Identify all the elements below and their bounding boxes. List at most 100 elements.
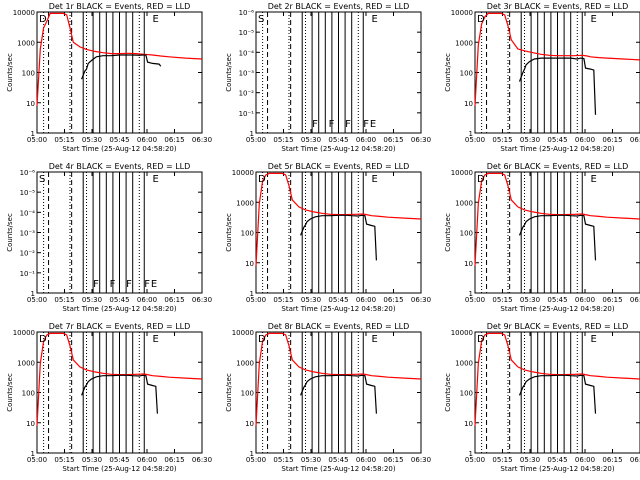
y-tick-label: 1: [31, 450, 35, 458]
panel-3: Det 3r BLACK = Events, RED = LLD 1 10 100 10…: [444, 2, 640, 153]
y-tick-label: 10⁻¹: [239, 110, 255, 118]
x-tick-label: 06:30: [411, 456, 431, 464]
x-tick-label: 06:30: [630, 456, 640, 464]
y-tick-label: 100: [22, 390, 35, 398]
panel-1: Det 1r BLACK = Events, RED = LLD 1 10 100 10…: [6, 2, 212, 153]
y-tick-label: 1: [31, 130, 35, 138]
panel-9: Det 9r BLACK = Events, RED = LLD 1 10 100 10…: [444, 322, 640, 473]
x-tick-label: 06:30: [192, 456, 212, 464]
x-tick-label: 05:30: [301, 456, 321, 464]
panel-5: Det 5r BLACK = Events, RED = LLD 1 10 100 10…: [225, 162, 431, 313]
x-tick-label: 05:30: [520, 456, 540, 464]
y-tick-label: 1: [250, 450, 254, 458]
y-tick-label: 10⁻⁴: [239, 49, 255, 57]
panel-2: Det 2r BLACK = Events, RED = LLD 1 10⁻¹ 10⁻…: [225, 2, 431, 153]
y-tick-label: 10000: [451, 169, 473, 177]
x-tick-label: 05:15: [54, 136, 74, 144]
x-tick-label: 06:00: [137, 136, 157, 144]
y-tick-label: 10000: [232, 169, 254, 177]
end-label: E: [372, 334, 378, 345]
x-tick-label: 06:15: [602, 136, 622, 144]
x-tick-label: 05:45: [328, 456, 348, 464]
y-tick-label: 100: [22, 70, 35, 78]
y-tick-label: 10: [26, 420, 35, 428]
y-tick-label: 10000: [451, 9, 473, 17]
corner-label: D: [258, 174, 266, 185]
corner-label: D: [477, 334, 485, 345]
y-tick-label: 1: [469, 290, 473, 298]
y-tick-label: 10⁻²: [239, 90, 255, 98]
x-tick-label: 06:15: [602, 456, 622, 464]
series-events-line: [300, 214, 377, 261]
end-label: E: [591, 174, 597, 185]
y-tick-label: 10⁻³: [239, 70, 255, 78]
x-tick-label: 06:30: [411, 136, 431, 144]
series-lld-line: [255, 172, 422, 266]
panel-title: Det 7r BLACK = Events, RED = LLD: [49, 322, 191, 331]
series-events-line: [518, 57, 597, 115]
corner-label: D: [477, 174, 485, 185]
x-axis-label: Start Time (25-Aug-12 04:58:20): [62, 465, 176, 473]
y-tick-label: 10⁻⁴: [20, 209, 36, 217]
y-tick-label: 100: [460, 70, 473, 78]
corner-label: D: [39, 14, 47, 25]
x-tick-label: 05:00: [246, 296, 266, 304]
y-tick-label: 1: [250, 130, 254, 138]
y-tick-label: 10: [464, 100, 473, 108]
end-label: E: [153, 334, 159, 345]
end-label: E: [591, 14, 597, 25]
panel-title: Det 6r BLACK = Events, RED = LLD: [487, 162, 629, 171]
series-events-line: [518, 214, 597, 261]
y-tick-label: 10: [464, 420, 473, 428]
x-axis-label: Start Time (25-Aug-12 04:58:20): [281, 465, 395, 473]
x-tick-label: 06:00: [575, 456, 595, 464]
corner-label: D: [477, 14, 485, 25]
x-tick-label: 05:45: [328, 136, 348, 144]
corner-label: S: [258, 14, 264, 25]
x-tick-label: 05:15: [54, 456, 74, 464]
corner-label: D: [39, 334, 47, 345]
panel-title: Det 4r BLACK = Events, RED = LLD: [49, 162, 191, 171]
y-tick-label: 1000: [17, 359, 35, 367]
x-tick-label: 06:00: [356, 136, 376, 144]
series-lld-line: [474, 12, 640, 106]
y-tick-label: 10⁻¹: [20, 270, 36, 278]
x-tick-label: 05:30: [301, 136, 321, 144]
x-axis-label: Start Time (25-Aug-12 04:58:20): [281, 305, 395, 313]
x-tick-label: 05:15: [273, 136, 293, 144]
panel-title: Det 3r BLACK = Events, RED = LLD: [487, 2, 629, 11]
end-label: E: [153, 14, 159, 25]
y-tick-label: 10⁻⁶: [239, 9, 255, 17]
x-tick-label: 05:00: [27, 456, 47, 464]
y-tick-label: 1: [31, 290, 35, 298]
flag-letter: F: [144, 279, 150, 290]
x-tick-label: 06:00: [137, 456, 157, 464]
y-tick-label: 1000: [455, 39, 473, 47]
flag-letter: F: [329, 119, 335, 130]
y-tick-label: 10: [26, 100, 35, 108]
x-tick-label: 05:15: [54, 296, 74, 304]
x-tick-label: 06:00: [575, 296, 595, 304]
end-flag-label: E: [151, 279, 157, 290]
x-tick-label: 06:30: [192, 296, 212, 304]
x-tick-label: 06:30: [411, 296, 431, 304]
series-events-line: [81, 54, 162, 80]
corner-label: S: [39, 174, 45, 185]
y-axis-label: Counts/sec: [444, 213, 452, 252]
y-axis-label: Counts/sec: [444, 53, 452, 92]
panel-title: Det 9r BLACK = Events, RED = LLD: [487, 322, 629, 331]
panel-title: Det 1r BLACK = Events, RED = LLD: [49, 2, 191, 11]
y-axis-label: Counts/sec: [6, 373, 14, 412]
y-tick-label: 100: [241, 390, 254, 398]
x-tick-label: 05:30: [82, 456, 102, 464]
end-label: E: [372, 174, 378, 185]
y-tick-label: 100: [241, 230, 254, 238]
x-axis-label: Start Time (25-Aug-12 04:58:20): [281, 145, 395, 153]
y-tick-label: 10⁻⁵: [239, 29, 255, 37]
x-tick-label: 06:15: [164, 296, 184, 304]
y-tick-label: 1000: [455, 359, 473, 367]
y-tick-label: 10: [245, 260, 254, 268]
x-axis-label: Start Time (25-Aug-12 04:58:20): [500, 305, 614, 313]
flag-letter: F: [110, 279, 116, 290]
